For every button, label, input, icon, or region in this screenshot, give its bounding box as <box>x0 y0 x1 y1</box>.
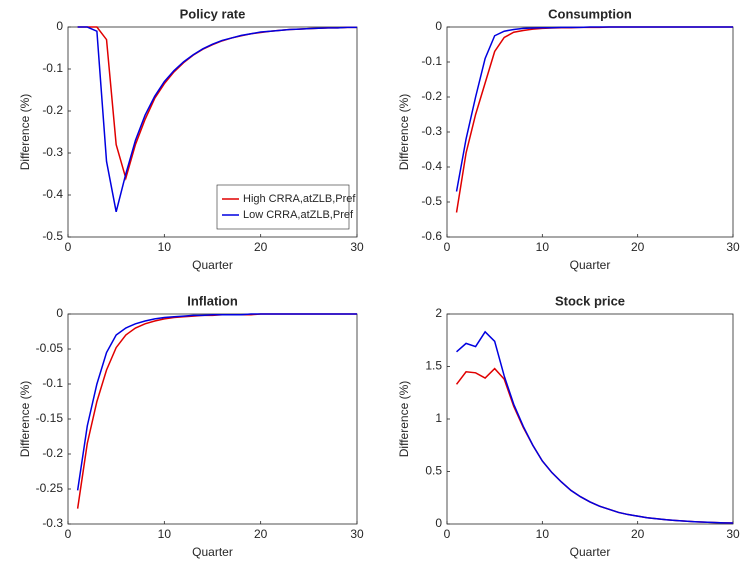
y-tick-label: -0.2 <box>42 446 63 460</box>
x-tick-label: 30 <box>350 240 364 254</box>
x-tick-label: 30 <box>350 527 364 541</box>
y-axis-label: Difference (%) <box>397 94 411 170</box>
y-tick-label: -0.6 <box>421 229 442 243</box>
x-axis-label: Quarter <box>192 545 233 559</box>
legend-box <box>216 184 350 230</box>
axes-box <box>446 26 734 238</box>
y-tick-label: 0 <box>435 516 442 530</box>
x-axis-label: Quarter <box>192 258 233 272</box>
series-line <box>456 330 734 524</box>
y-tick-label: -0.4 <box>421 159 442 173</box>
axes-box <box>446 313 734 525</box>
x-tick-label: 30 <box>726 527 740 541</box>
series-line <box>77 26 357 212</box>
y-tick-label: -0.5 <box>42 229 63 243</box>
y-tick-label: -0.25 <box>36 481 64 495</box>
legend: High CRRA,atZLB,Pref Low CRRA,atZLB,Pref <box>216 184 356 230</box>
subplot-title: Inflation <box>187 293 238 308</box>
x-tick-label: 0 <box>444 240 451 254</box>
y-tick-label: -0.1 <box>42 61 63 75</box>
x-tick-label: 30 <box>726 240 740 254</box>
y-axis-label: Difference (%) <box>397 381 411 457</box>
x-tick-label: 20 <box>254 240 268 254</box>
x-tick-label: 10 <box>158 240 172 254</box>
y-tick-label: -0.2 <box>421 89 442 103</box>
subplot-title: Policy rate <box>180 6 246 21</box>
y-tick-label: -0.3 <box>42 145 63 159</box>
series-line <box>76 313 357 491</box>
y-tick-label: 0 <box>435 19 442 33</box>
y-tick-label: 0.5 <box>425 464 442 478</box>
y-tick-label: -0.2 <box>42 103 63 117</box>
axes-box <box>67 313 358 525</box>
x-tick-label: 10 <box>158 527 172 541</box>
y-tick-label: 0 <box>56 306 63 320</box>
y-tick-label: -0.15 <box>36 411 64 425</box>
y-tick-label: 1 <box>435 411 442 425</box>
y-tick-label: -0.1 <box>421 54 442 68</box>
legend-label: Low CRRA,atZLB,Pref <box>243 209 354 221</box>
y-tick-label: -0.4 <box>42 187 63 201</box>
subplot: Policy rate Quarter Difference (%) 0 10 20 30 -… <box>18 6 364 272</box>
x-tick-label: 20 <box>631 527 645 541</box>
x-tick-label: 10 <box>536 527 550 541</box>
y-tick-label: -0.5 <box>421 194 442 208</box>
x-tick-label: 20 <box>631 240 645 254</box>
x-tick-label: 20 <box>254 527 268 541</box>
x-axis-label: Quarter <box>570 545 611 559</box>
y-axis-label: Difference (%) <box>18 94 32 170</box>
y-axis-label: Difference (%) <box>18 381 32 457</box>
y-tick-label: 0 <box>56 19 63 33</box>
x-tick-label: 10 <box>536 240 550 254</box>
y-tick-label: -0.3 <box>421 124 442 138</box>
x-tick-label: 0 <box>65 527 72 541</box>
legend-label: High CRRA,atZLB,Pref <box>243 193 356 205</box>
subplot: Consumption Quarter Difference (%) 0 10 20 30 -… <box>397 6 740 272</box>
x-tick-label: 0 <box>444 527 451 541</box>
series-line <box>455 26 733 192</box>
y-tick-label: -0.1 <box>42 376 63 390</box>
y-tick-label: 2 <box>435 306 442 320</box>
y-tick-label: 1.5 <box>425 359 442 373</box>
x-axis-label: Quarter <box>570 258 611 272</box>
x-tick-label: 0 <box>65 240 72 254</box>
subplot: Inflation Quarter Difference (%) 0 10 20 30 -0.… <box>18 293 364 559</box>
subplot-title: Stock price <box>555 293 625 308</box>
y-tick-label: -0.05 <box>36 341 64 355</box>
subplot-title: Consumption <box>548 6 632 21</box>
y-tick-label: -0.3 <box>42 516 63 530</box>
